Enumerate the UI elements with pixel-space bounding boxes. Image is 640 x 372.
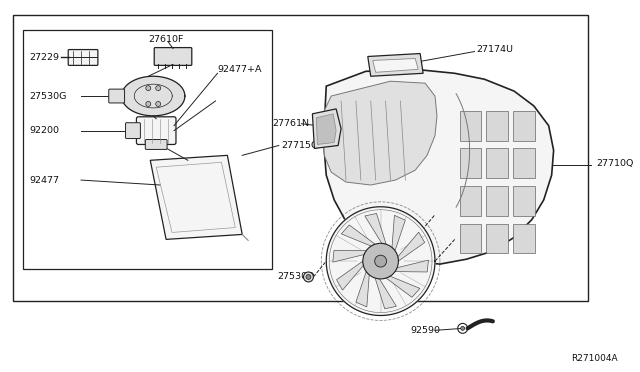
- Text: 27761N: 27761N: [272, 119, 309, 128]
- Polygon shape: [513, 148, 535, 178]
- Polygon shape: [150, 155, 242, 240]
- Polygon shape: [392, 215, 405, 251]
- Bar: [23, 30, 272, 269]
- Text: 92477+A: 92477+A: [218, 65, 262, 74]
- Polygon shape: [312, 109, 341, 148]
- Polygon shape: [356, 272, 369, 307]
- FancyBboxPatch shape: [125, 123, 140, 138]
- FancyBboxPatch shape: [154, 48, 192, 65]
- Polygon shape: [337, 261, 364, 290]
- Text: 27715Q: 27715Q: [282, 141, 319, 150]
- Text: 92477: 92477: [29, 176, 60, 185]
- Text: 27375: 27375: [338, 233, 368, 242]
- FancyBboxPatch shape: [145, 140, 167, 150]
- Circle shape: [146, 102, 151, 106]
- Text: 27229: 27229: [29, 53, 60, 62]
- Polygon shape: [122, 76, 185, 116]
- Polygon shape: [333, 250, 366, 262]
- Polygon shape: [460, 111, 481, 141]
- Circle shape: [156, 86, 161, 91]
- Circle shape: [146, 86, 151, 91]
- Text: R271004A: R271004A: [572, 354, 618, 363]
- Polygon shape: [486, 186, 508, 216]
- Polygon shape: [486, 148, 508, 178]
- Polygon shape: [324, 69, 554, 264]
- FancyBboxPatch shape: [136, 117, 176, 144]
- Polygon shape: [365, 214, 386, 244]
- Circle shape: [461, 326, 465, 330]
- Circle shape: [363, 243, 399, 279]
- Polygon shape: [395, 260, 428, 272]
- FancyBboxPatch shape: [109, 89, 125, 103]
- Polygon shape: [368, 54, 423, 76]
- Text: 27610F: 27610F: [148, 35, 184, 44]
- Circle shape: [303, 272, 314, 282]
- Polygon shape: [316, 114, 336, 144]
- Polygon shape: [460, 186, 481, 216]
- Text: 27710Q: 27710Q: [596, 159, 634, 168]
- Text: 92590: 92590: [410, 326, 440, 335]
- Polygon shape: [398, 232, 425, 261]
- Polygon shape: [513, 186, 535, 216]
- Polygon shape: [486, 224, 508, 253]
- Bar: [13, 15, 588, 301]
- Text: 27174U: 27174U: [477, 45, 513, 54]
- Polygon shape: [460, 148, 481, 178]
- FancyBboxPatch shape: [68, 49, 98, 65]
- Circle shape: [306, 275, 311, 279]
- Polygon shape: [513, 224, 535, 253]
- Polygon shape: [513, 111, 535, 141]
- Polygon shape: [486, 111, 508, 141]
- Polygon shape: [372, 58, 418, 72]
- Circle shape: [156, 102, 161, 106]
- Circle shape: [374, 255, 387, 267]
- Text: 27530D: 27530D: [277, 272, 314, 282]
- Polygon shape: [326, 207, 435, 315]
- Text: 92200: 92200: [29, 126, 60, 135]
- Polygon shape: [323, 81, 437, 185]
- Polygon shape: [341, 225, 375, 246]
- Polygon shape: [460, 224, 481, 253]
- Polygon shape: [375, 278, 396, 309]
- Polygon shape: [386, 276, 420, 297]
- Text: 27530G: 27530G: [29, 92, 67, 100]
